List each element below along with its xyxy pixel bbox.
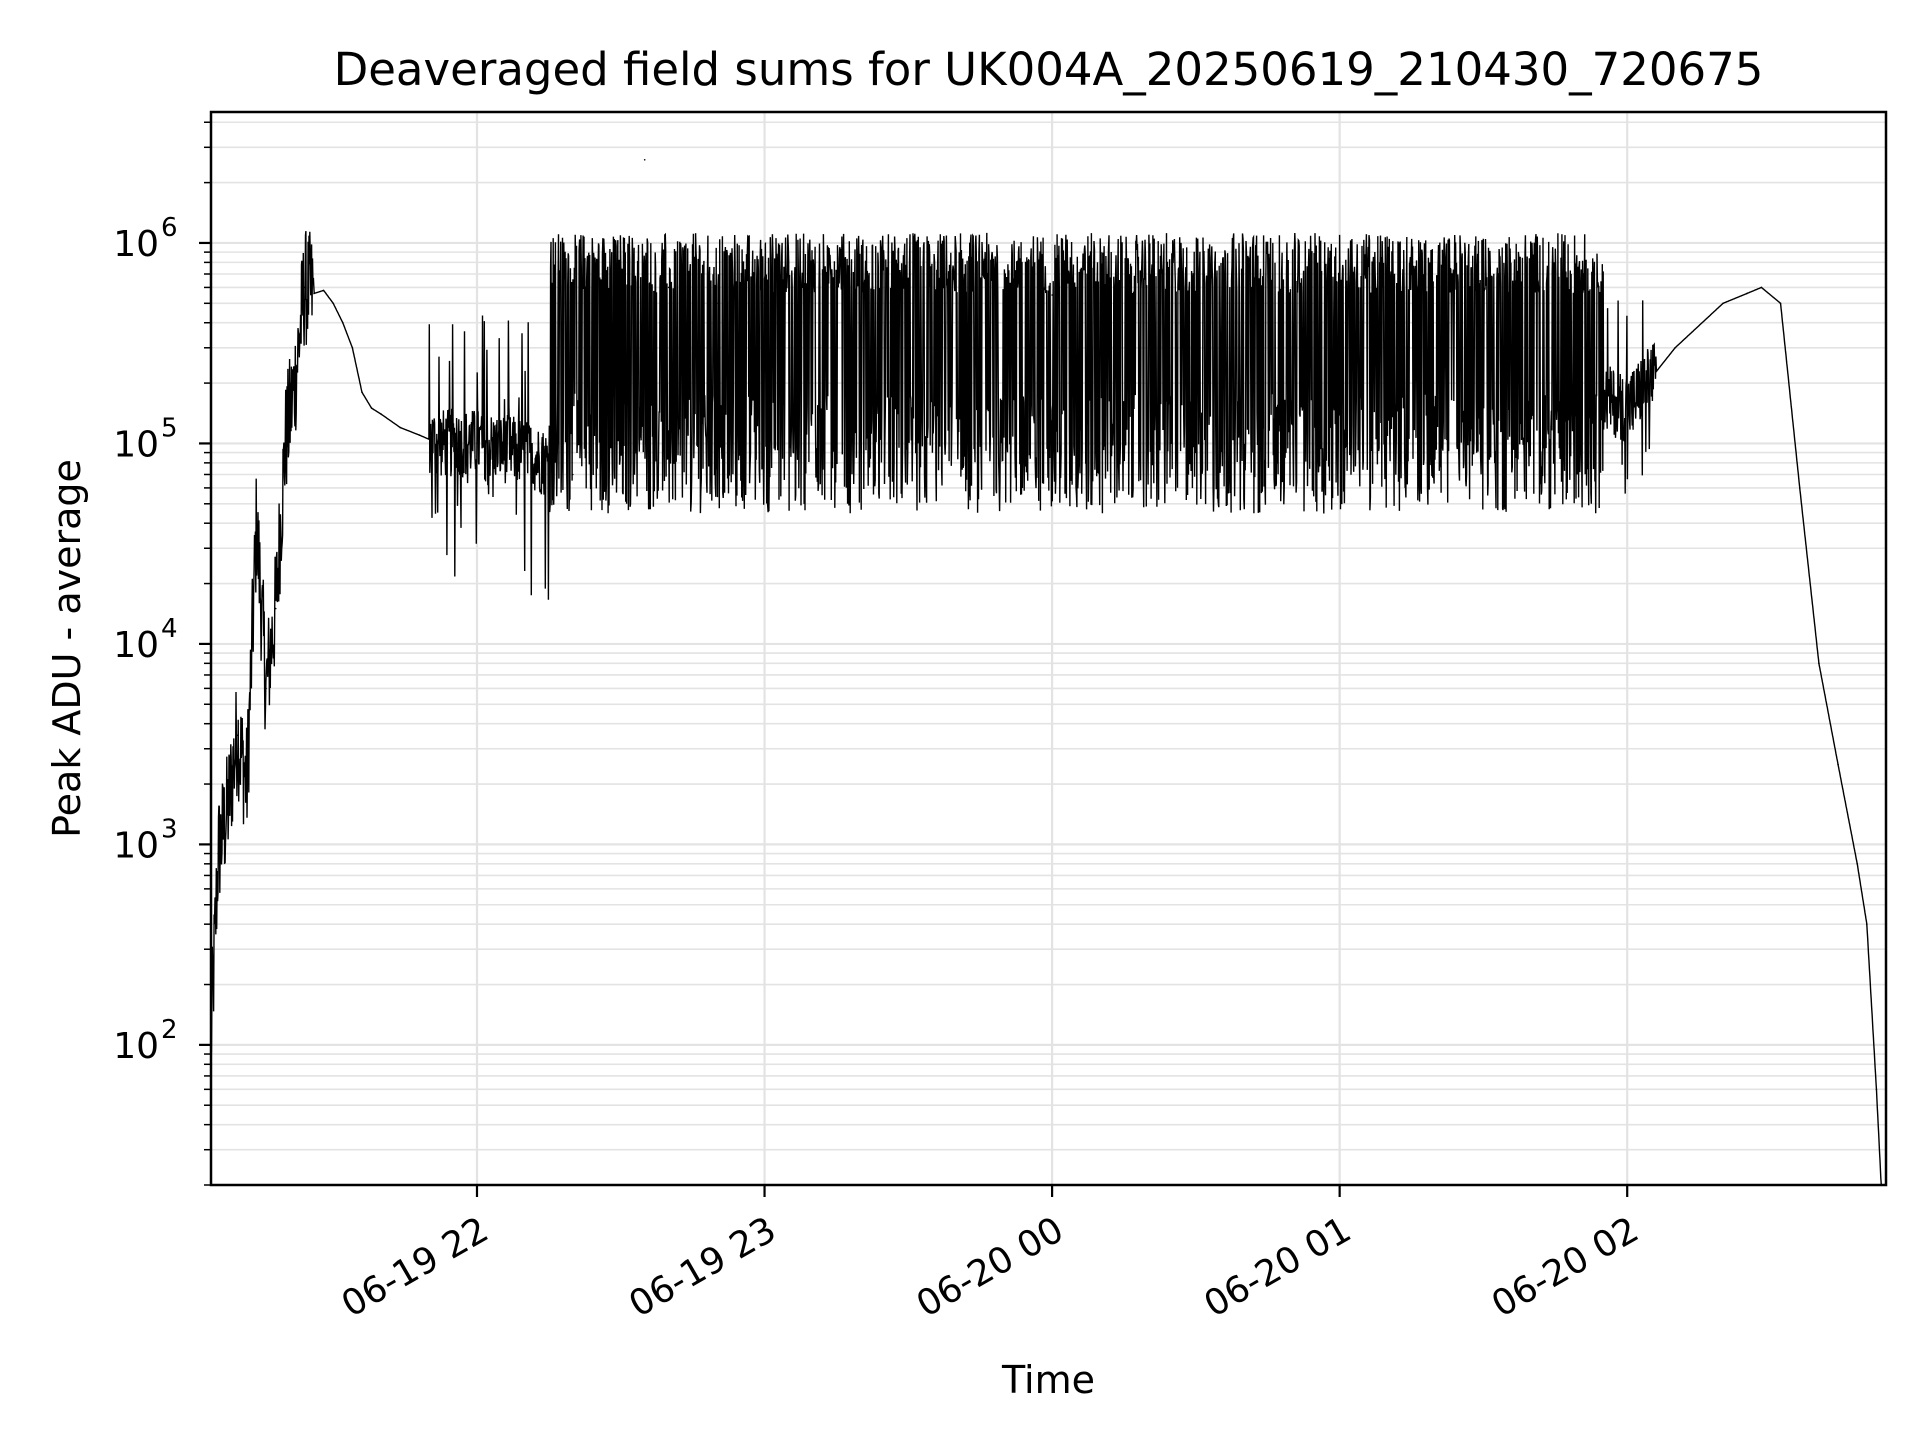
data-point <box>1482 347 1485 349</box>
x-axis-label: Time <box>1001 1358 1095 1402</box>
y-tick-label: 10 <box>113 424 159 465</box>
y-tick-label: 10 <box>113 825 159 866</box>
data-point <box>1195 302 1197 305</box>
data-point <box>361 391 363 394</box>
data-point <box>370 407 373 409</box>
data-point <box>667 286 670 289</box>
data-point <box>620 302 622 305</box>
data-point <box>265 687 267 690</box>
y-tick-label-exponent: 6 <box>161 213 178 243</box>
y-tick-label-exponent: 5 <box>161 413 178 443</box>
data-point <box>236 734 239 737</box>
data-point <box>1338 321 1341 324</box>
x-tick-label: 06-20 01 <box>1197 1209 1358 1325</box>
data-point <box>1818 662 1820 665</box>
plot-area-frame <box>209 110 1888 1187</box>
x-tick-label: 06-19 22 <box>335 1209 496 1325</box>
data-point <box>1875 1088 1878 1091</box>
data-point <box>284 442 287 445</box>
y-tick-label: 10 <box>113 1026 159 1067</box>
data-point <box>907 302 910 305</box>
data-point <box>294 382 296 384</box>
data-point <box>1722 302 1724 305</box>
x-tick-label: 06-20 00 <box>910 1209 1071 1325</box>
data-point <box>342 321 344 324</box>
data-point <box>217 852 219 855</box>
grid <box>211 112 1886 1186</box>
data-point <box>255 522 258 524</box>
data-point <box>1798 487 1801 489</box>
y-tick-label: 10 <box>113 625 159 666</box>
data-point <box>380 413 382 415</box>
data-point <box>1866 923 1868 925</box>
data-point <box>399 426 402 429</box>
data-point <box>437 442 440 445</box>
chart-title: Deaveraged field sums for UK004A_2025061… <box>334 43 1764 96</box>
data-point <box>313 292 315 295</box>
data-point <box>227 808 229 810</box>
data-point <box>351 347 354 349</box>
data-point <box>1760 286 1763 289</box>
x-axis: 06-19 22 06-19 23 06-20 00 06-20 01 06-20 02 <box>335 1185 1646 1326</box>
y-tick-label-exponent: 2 <box>161 1015 178 1045</box>
data-point <box>524 451 526 454</box>
data-point <box>1779 302 1782 305</box>
data-point <box>1837 763 1839 766</box>
data-point <box>476 442 478 445</box>
data-point <box>418 434 421 436</box>
data-point <box>332 302 335 305</box>
y-axis-label: Peak ADU - average <box>45 459 89 838</box>
data-point <box>643 159 646 161</box>
y-tick-label-exponent: 3 <box>161 814 178 844</box>
data-point <box>274 607 277 610</box>
data-point <box>715 302 718 305</box>
data-point <box>1856 863 1858 865</box>
data-point <box>1674 347 1676 349</box>
data-point <box>1626 407 1628 409</box>
x-tick-label: 06-20 02 <box>1485 1209 1646 1325</box>
x-tick-label: 06-19 23 <box>622 1209 783 1325</box>
data-point <box>572 473 574 476</box>
y-tick-label-exponent: 4 <box>161 614 178 644</box>
data-point <box>1051 294 1053 296</box>
data-point <box>1746 292 1748 295</box>
data-point <box>322 289 325 292</box>
data-point <box>246 783 248 785</box>
data-point <box>457 442 459 445</box>
series-line <box>210 231 1886 1186</box>
y-tick-label: 10 <box>113 224 159 265</box>
data-layer <box>210 159 1886 1186</box>
data-point <box>763 302 766 305</box>
data-point <box>303 286 306 289</box>
